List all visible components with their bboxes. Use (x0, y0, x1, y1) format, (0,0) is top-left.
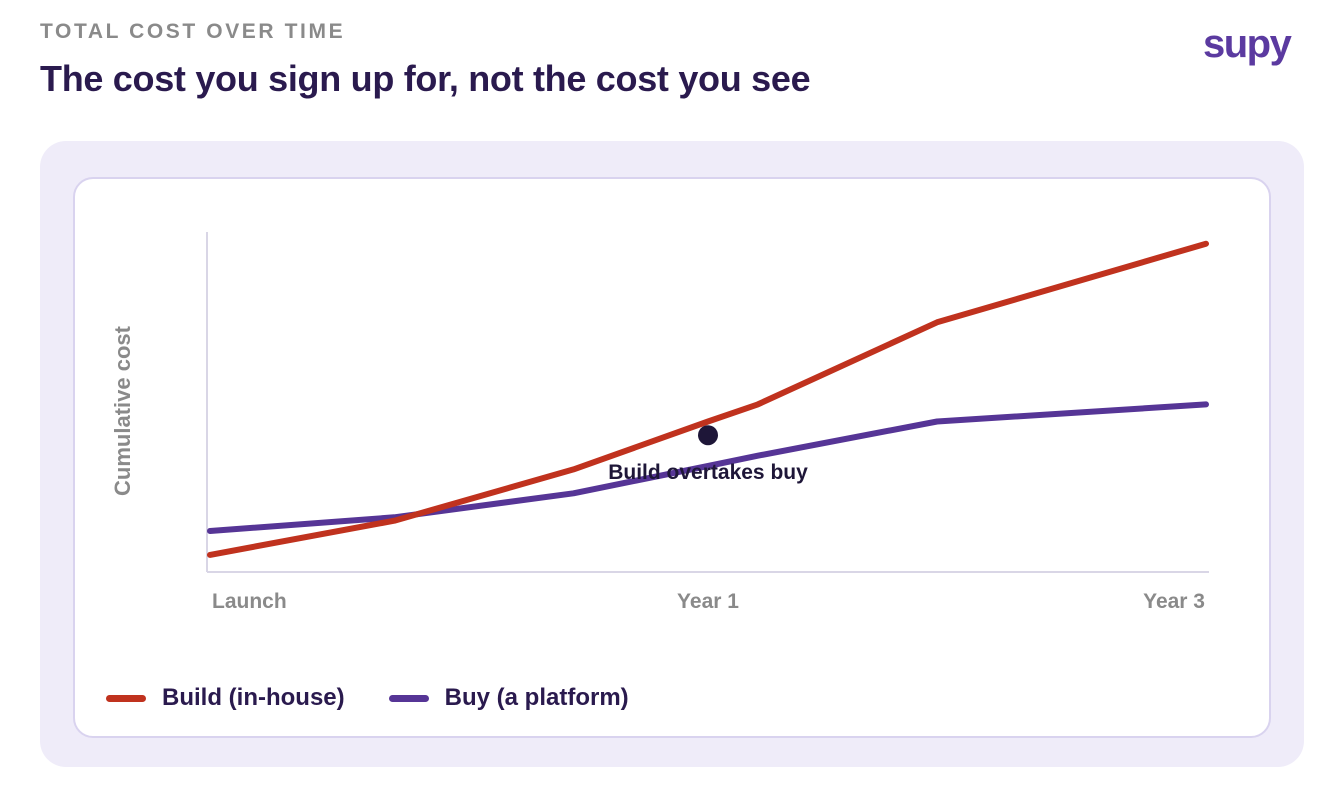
section-eyebrow: TOTAL COST OVER TIME (40, 20, 346, 43)
crossover-marker (698, 425, 718, 446)
legend-swatch-build (106, 694, 146, 702)
series-line-build (207, 240, 1209, 558)
y-axis-label: Cumulative cost (110, 325, 135, 496)
legend-swatch-buy (388, 694, 429, 702)
chart-legend: Build (in-house) Buy (a platform) (106, 684, 629, 712)
legend-label-buy: Buy (a platform) (444, 684, 629, 711)
chart-card (73, 177, 1271, 738)
supy-logo[interactable]: supy (1203, 22, 1292, 66)
x-tick-label: Year 1 (677, 590, 739, 613)
x-tick-label: Launch (212, 590, 287, 613)
legend-item-build: Build (in-house) (106, 684, 345, 712)
annotation-label: Build overtakes buy (608, 461, 808, 484)
legend-label-build: Build (in-house) (162, 684, 345, 711)
x-tick-label: Year 3 (1143, 590, 1205, 613)
page-title: The cost you sign up for, not the cost y… (40, 58, 811, 99)
legend-item-buy: Buy (a platform) (388, 684, 629, 712)
series-line-buy (207, 401, 1209, 534)
